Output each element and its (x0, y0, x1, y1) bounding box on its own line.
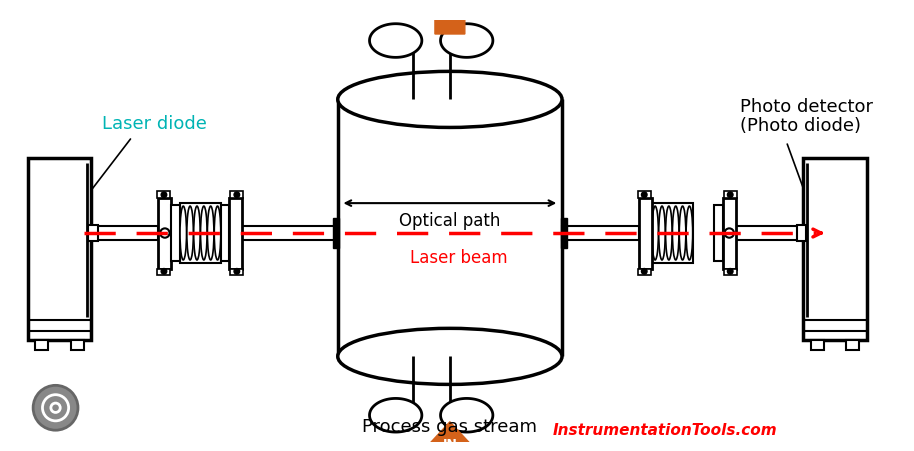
Bar (723, 198, 736, 269)
Bar (180, 204, 221, 263)
Bar (724, 192, 737, 198)
Circle shape (234, 269, 239, 275)
Bar (638, 192, 651, 198)
Ellipse shape (673, 207, 679, 260)
Bar (333, 219, 339, 249)
Bar (736, 227, 803, 240)
Bar (221, 206, 229, 262)
Polygon shape (441, 25, 493, 58)
FancyArrow shape (426, 0, 474, 35)
Text: (Photo diode): (Photo diode) (739, 116, 861, 134)
Bar (652, 204, 693, 263)
Text: Optical path: Optical path (399, 212, 501, 230)
Ellipse shape (186, 207, 194, 260)
Text: Laser beam: Laser beam (410, 249, 508, 267)
Polygon shape (369, 399, 422, 432)
Bar (89, 225, 98, 242)
Bar (70, 341, 83, 350)
Ellipse shape (180, 207, 186, 260)
Ellipse shape (338, 329, 562, 385)
Polygon shape (369, 25, 422, 58)
Ellipse shape (200, 207, 207, 260)
Bar (562, 227, 639, 240)
Bar (639, 198, 652, 269)
Circle shape (728, 269, 733, 275)
Ellipse shape (194, 207, 200, 260)
Bar (638, 269, 651, 276)
Bar (158, 198, 172, 269)
Bar (242, 227, 338, 240)
Circle shape (161, 269, 166, 275)
Ellipse shape (665, 207, 672, 260)
Circle shape (642, 269, 647, 275)
Ellipse shape (679, 207, 686, 260)
Bar (715, 206, 723, 262)
Circle shape (728, 193, 733, 198)
Bar (35, 341, 48, 350)
Ellipse shape (207, 207, 214, 260)
Bar (27, 159, 91, 341)
Text: Laser diode: Laser diode (102, 115, 207, 133)
Circle shape (234, 193, 239, 198)
Text: Process gas stream: Process gas stream (362, 418, 537, 436)
Bar (91, 227, 158, 240)
Text: Photo detector: Photo detector (739, 98, 873, 116)
Polygon shape (441, 399, 493, 432)
Ellipse shape (686, 207, 693, 260)
Bar (561, 219, 567, 249)
Ellipse shape (659, 207, 665, 260)
FancyArrow shape (426, 422, 474, 451)
Ellipse shape (338, 72, 562, 128)
Circle shape (160, 229, 170, 238)
Bar (157, 192, 171, 198)
Text: IN: IN (442, 437, 457, 450)
Bar (172, 206, 180, 262)
Ellipse shape (652, 207, 658, 260)
Circle shape (33, 386, 78, 430)
Circle shape (161, 193, 166, 198)
Text: InstrumentationTools.com: InstrumentationTools.com (553, 422, 777, 437)
Bar (811, 341, 824, 350)
Bar (230, 269, 243, 276)
Bar (803, 159, 866, 341)
Ellipse shape (214, 207, 221, 260)
Bar (229, 198, 242, 269)
Circle shape (642, 193, 647, 198)
Bar (724, 269, 737, 276)
Circle shape (725, 229, 734, 238)
Bar (846, 341, 859, 350)
Bar (643, 206, 652, 262)
Bar (230, 192, 243, 198)
Text: OUT: OUT (435, 0, 464, 12)
Bar (157, 269, 171, 276)
Bar (797, 225, 806, 242)
